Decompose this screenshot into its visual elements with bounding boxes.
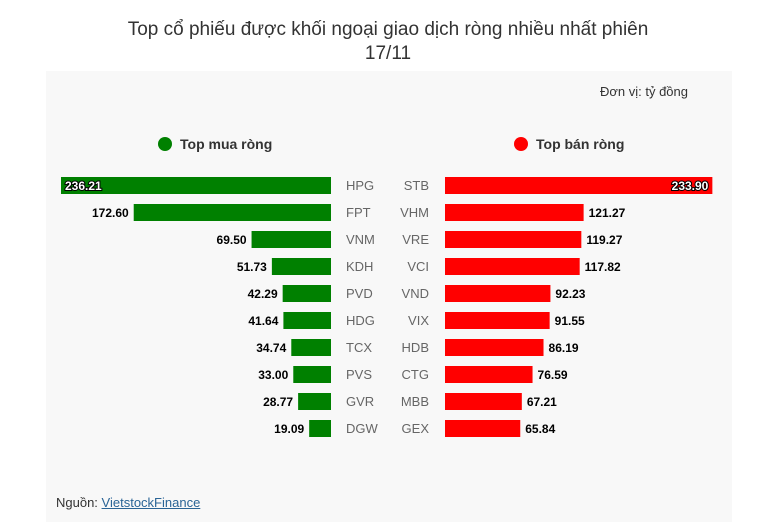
sell-ticker-label: MBB	[401, 394, 429, 409]
buy-ticker-label: KDH	[346, 259, 373, 274]
buy-ticker-label: HPG	[346, 178, 374, 193]
legend-buy: Top mua ròng	[158, 136, 272, 152]
buy-bar	[251, 231, 331, 248]
buy-value-label: 34.74	[256, 341, 286, 355]
sell-value-label: 65.84	[525, 422, 555, 436]
sell-ticker-label: VIX	[408, 313, 429, 328]
sell-ticker-label: VCI	[407, 259, 429, 274]
sell-bar	[445, 285, 551, 302]
buy-ticker-label: GVR	[346, 394, 374, 409]
legend-sell-marker	[514, 137, 528, 151]
sell-value-label: 233.90	[672, 179, 709, 193]
buy-value-label: 33.00	[258, 368, 288, 382]
buy-ticker-label: TCX	[346, 340, 372, 355]
unit-label: Đơn vị: tỷ đồng	[599, 84, 688, 99]
chart-title: Top cổ phiếu được khối ngoại giao dịch r…	[0, 18, 776, 66]
buy-value-label: 172.60	[92, 206, 129, 220]
buy-bar	[309, 420, 331, 437]
buy-bar	[283, 312, 331, 329]
source-label: Nguồn:	[56, 495, 102, 510]
sell-value-label: 86.19	[549, 341, 579, 355]
sell-ticker-label: CTG	[402, 367, 429, 382]
buy-bar	[291, 339, 331, 356]
sell-bar	[445, 258, 580, 275]
sell-ticker-label: GEX	[402, 421, 430, 436]
sell-ticker-label: STB	[404, 178, 429, 193]
buy-bar	[293, 366, 331, 383]
buy-bar	[133, 204, 331, 221]
legend-buy-label: Top mua ròng	[180, 136, 273, 152]
legend-sell: Top bán ròng	[514, 136, 624, 152]
sell-ticker-label: VND	[402, 286, 429, 301]
sell-bar	[445, 231, 582, 248]
buy-value-label: 42.29	[248, 287, 278, 301]
sell-value-label: 67.21	[527, 395, 557, 409]
buy-ticker-label: DGW	[346, 421, 379, 436]
sell-bar	[445, 177, 713, 194]
buy-value-label: 28.77	[263, 395, 293, 409]
sell-value-label: 91.55	[555, 314, 585, 328]
legend-buy-marker	[158, 137, 172, 151]
sell-value-label: 121.27	[589, 206, 626, 220]
sell-bar	[445, 339, 544, 356]
sell-value-label: 117.82	[585, 260, 621, 274]
sell-ticker-label: VRE	[402, 232, 429, 247]
sell-bar	[445, 393, 522, 410]
buy-ticker-label: HDG	[346, 313, 375, 328]
buy-bar	[61, 177, 331, 194]
chart-panel: Đơn vị: tỷ đồng Top mua ròng Top bán ròn…	[46, 71, 732, 522]
buy-value-label: 51.73	[237, 260, 267, 274]
buy-bar	[271, 258, 331, 275]
bar-chart: 236.21 HPG 172.60 FPT 69.50 VNM 51.73 KDH 42.29 P…	[61, 177, 713, 437]
buy-value-label: 19.09	[274, 422, 304, 436]
buy-bar	[298, 393, 331, 410]
sell-bar	[445, 204, 584, 221]
buy-value-label: 41.64	[248, 314, 278, 328]
chart-title-line-1: Top cổ phiếu được khối ngoại giao dịch r…	[127, 19, 649, 40]
buy-ticker-label: VNM	[346, 232, 375, 247]
buy-ticker-label: FPT	[346, 205, 371, 220]
sell-bar	[445, 420, 521, 437]
buy-ticker-label: PVS	[346, 367, 372, 382]
source-note: Nguồn: VietstockFinance	[56, 495, 200, 510]
sell-bar	[445, 312, 550, 329]
buy-bar	[282, 285, 331, 302]
buy-value-label: 69.50	[217, 233, 247, 247]
source-link[interactable]: VietstockFinance	[101, 495, 201, 510]
buy-ticker-label: PVD	[346, 286, 373, 301]
sell-value-label: 92.23	[555, 287, 585, 301]
sell-ticker-label: VHM	[400, 205, 429, 220]
legend-sell-label: Top bán ròng	[536, 136, 625, 152]
chart-title-line-2: 17/11	[364, 43, 412, 64]
sell-value-label: 76.59	[538, 368, 568, 382]
sell-ticker-label: HDB	[402, 340, 429, 355]
buy-value-label: 236.21	[65, 179, 102, 193]
sell-value-label: 119.27	[586, 233, 622, 247]
sell-bar	[445, 366, 533, 383]
